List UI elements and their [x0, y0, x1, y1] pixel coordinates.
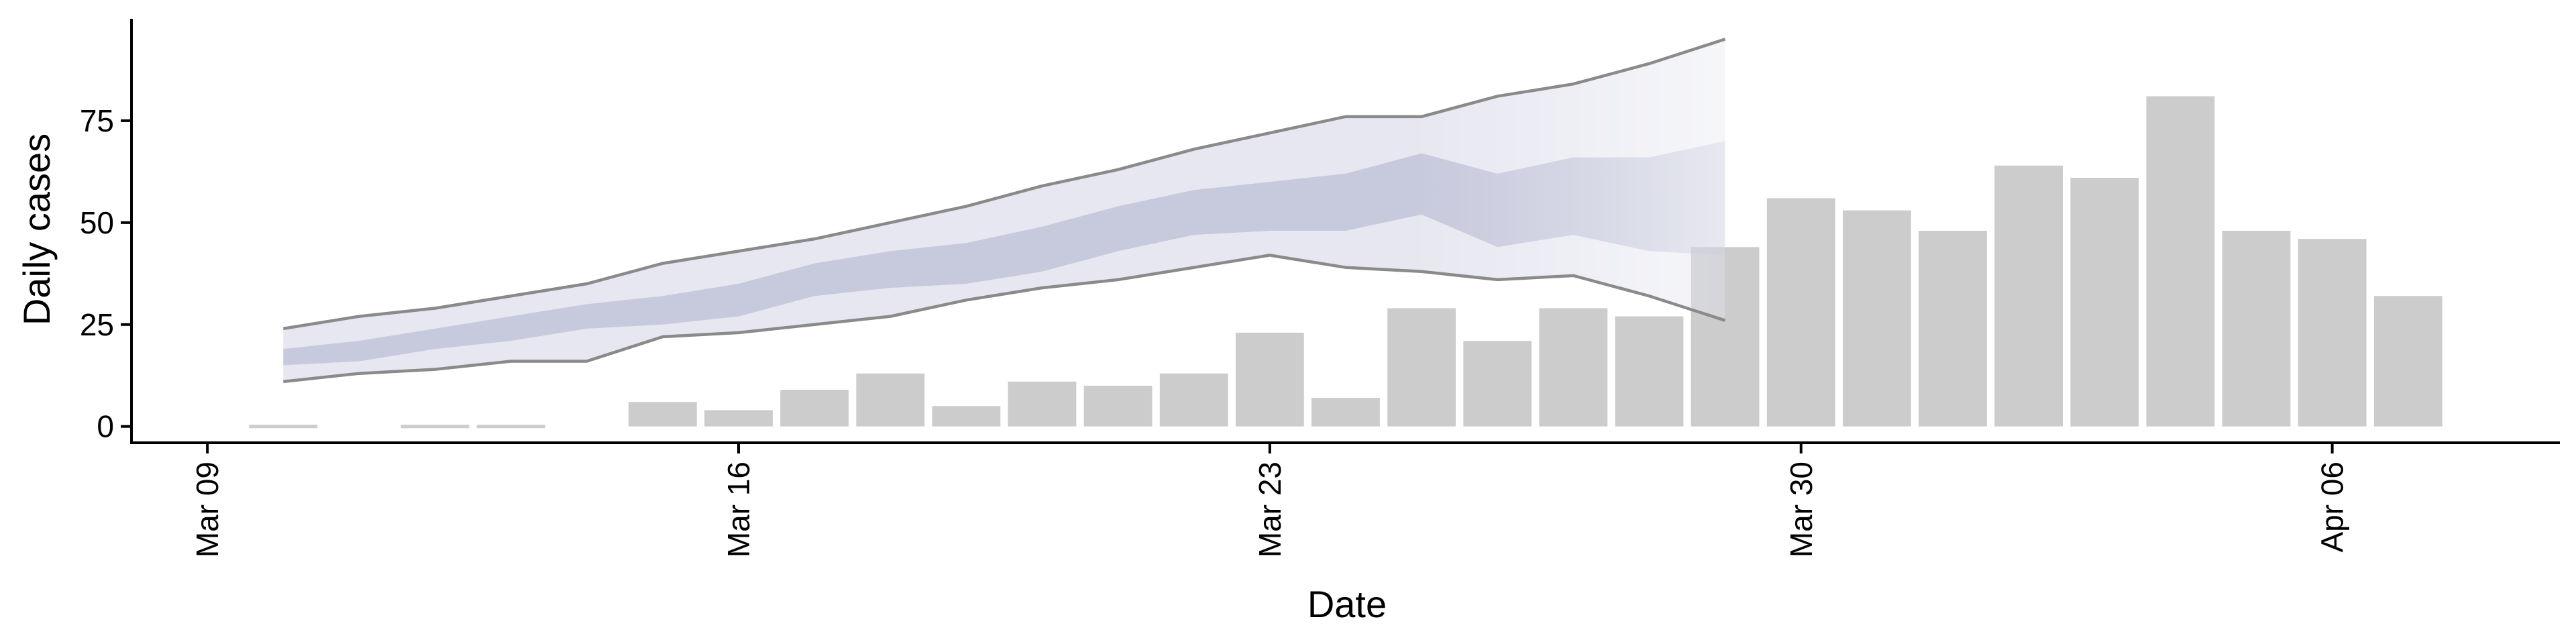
bar: [1387, 308, 1456, 427]
x-tick-label: Mar 30: [1784, 462, 1819, 557]
bar: [780, 390, 849, 427]
bar: [1235, 332, 1304, 427]
bar: [1842, 210, 1911, 427]
daily-case-bars: [249, 96, 2443, 429]
bar: [2373, 296, 2443, 427]
bar: [1083, 385, 1152, 427]
x-tick-label: Mar 23: [1252, 462, 1287, 557]
bar: [1539, 308, 1608, 427]
y-tick-label: 25: [80, 307, 114, 342]
band-50: [283, 141, 1725, 366]
bar: [1159, 373, 1228, 427]
bar: [1615, 316, 1684, 427]
band-90: [283, 39, 1725, 382]
y-tick-label: 75: [80, 103, 114, 138]
y-axis-title: Daily cases: [15, 133, 58, 325]
bar: [1008, 381, 1077, 427]
bar: [2070, 178, 2139, 427]
bar: [704, 410, 773, 427]
x-tick-label: Mar 16: [721, 462, 756, 557]
bar: [932, 406, 1001, 427]
bar: [1919, 231, 1987, 427]
bar: [2146, 96, 2215, 427]
bar: [2222, 231, 2291, 427]
band-upper-line: [282, 38, 1726, 331]
bar: [628, 402, 697, 427]
bar: [1994, 165, 2063, 427]
nowcast-band: [282, 38, 1726, 384]
x-tick-label: Mar 09: [190, 462, 225, 557]
bar: [1311, 398, 1380, 427]
bar: [1463, 341, 1532, 427]
bar: [1766, 198, 1835, 427]
axes: 0 25 50 75 Mar 09 Mar 16 Mar 23 Mar 30 Apr 06: [80, 19, 2560, 557]
y-tick-label: 0: [97, 409, 114, 444]
bar: [2298, 239, 2367, 427]
bar: [856, 373, 925, 427]
x-axis-title: Date: [1307, 583, 1387, 625]
y-tick-label: 50: [80, 205, 114, 240]
band-lower-line: [283, 254, 1726, 384]
x-tick-label: Apr 06: [2315, 462, 2350, 553]
